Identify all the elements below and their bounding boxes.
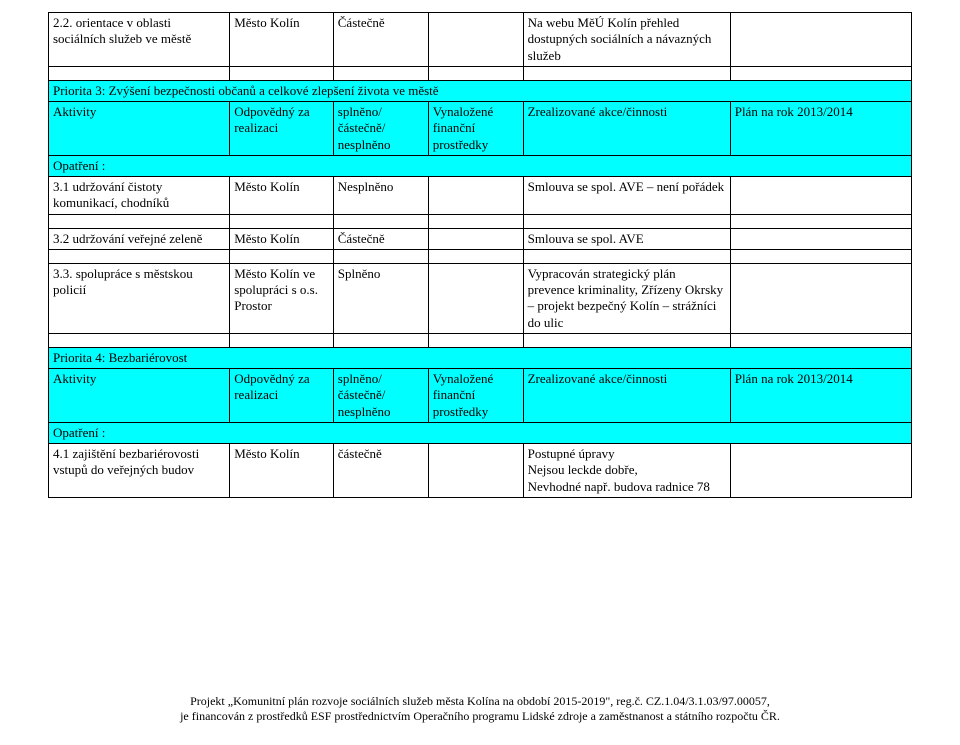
header-status: splněno/ částečně/ nesplněno (333, 369, 428, 423)
header-responsible: Odpovědný za realizaci (230, 102, 334, 156)
spacer-row (49, 66, 912, 80)
header-status: splněno/ částečně/ nesplněno (333, 102, 428, 156)
section-header-row: Aktivity Odpovědný za realizaci splněno/… (49, 369, 912, 423)
header-actions: Zrealizované akce/činnosti (523, 369, 730, 423)
opatreni-row: Opatření : (49, 422, 912, 443)
opatreni-row: Opatření : (49, 155, 912, 176)
priorita3-title: Priorita 3: Zvýšení bezpečnosti občanů a… (49, 80, 912, 101)
cell-activity: 3.1 udržování čistoty komunikací, chodní… (49, 177, 230, 215)
spacer-row (49, 333, 912, 347)
cell-status: Splněno (333, 263, 428, 333)
opatreni-label: Opatření : (49, 422, 912, 443)
cell-responsible: Město Kolín ve spolupráci s o.s. Prostor (230, 263, 334, 333)
priorita4-title: Priorita 4: Bezbariérovost (49, 347, 912, 368)
cell-status: částečně (333, 444, 428, 498)
spacer-row (49, 249, 912, 263)
cell-finance (428, 13, 523, 67)
cell-status: Částečně (333, 228, 428, 249)
cell-plan (730, 228, 911, 249)
table-row: 3.2 udržování veřejné zeleně Město Kolín… (49, 228, 912, 249)
header-plan: Plán na rok 2013/2014 (730, 102, 911, 156)
cell-activity: 3.3. spolupráce s městskou policií (49, 263, 230, 333)
table-row: 3.1 udržování čistoty komunikací, chodní… (49, 177, 912, 215)
header-plan: Plán na rok 2013/2014 (730, 369, 911, 423)
cell-actions: Vypracován strategický plán prevence kri… (523, 263, 730, 333)
header-finance: Vynaložené finanční prostředky (428, 369, 523, 423)
cell-plan (730, 444, 911, 498)
cell-finance (428, 177, 523, 215)
table-row: 4.1 zajištění bezbariérovosti vstupů do … (49, 444, 912, 498)
section-title-row: Priorita 3: Zvýšení bezpečnosti občanů a… (49, 80, 912, 101)
cell-responsible: Město Kolín (230, 177, 334, 215)
cell-plan (730, 177, 911, 215)
cell-finance (428, 444, 523, 498)
cell-plan (730, 13, 911, 67)
main-table: 2.2. orientace v oblasti sociálních služ… (48, 12, 912, 498)
cell-finance (428, 263, 523, 333)
cell-responsible: Město Kolín (230, 228, 334, 249)
cell-activity: 3.2 udržování veřejné zeleně (49, 228, 230, 249)
cell-finance (428, 228, 523, 249)
footer-line2: je financován z prostředků ESF prostředn… (0, 709, 960, 725)
cell-actions: Na webu MěÚ Kolín přehled dostupných soc… (523, 13, 730, 67)
cell-activity: 4.1 zajištění bezbariérovosti vstupů do … (49, 444, 230, 498)
header-actions: Zrealizované akce/činnosti (523, 102, 730, 156)
cell-actions: Smlouva se spol. AVE – není pořádek (523, 177, 730, 215)
table-row: 3.3. spolupráce s městskou policií Město… (49, 263, 912, 333)
page-content: 2.2. orientace v oblasti sociálních služ… (0, 0, 960, 498)
table-row: 2.2. orientace v oblasti sociálních služ… (49, 13, 912, 67)
cell-responsible: Město Kolín (230, 13, 334, 67)
header-responsible: Odpovědný za realizaci (230, 369, 334, 423)
header-activity: Aktivity (49, 369, 230, 423)
footer-line1: Projekt „Komunitní plán rozvoje sociální… (0, 694, 960, 710)
cell-responsible: Město Kolín (230, 444, 334, 498)
opatreni-label: Opatření : (49, 155, 912, 176)
cell-plan (730, 263, 911, 333)
cell-activity: 2.2. orientace v oblasti sociálních služ… (49, 13, 230, 67)
section-header-row: Aktivity Odpovědný za realizaci splněno/… (49, 102, 912, 156)
section-title-row: Priorita 4: Bezbariérovost (49, 347, 912, 368)
header-finance: Vynaložené finanční prostředky (428, 102, 523, 156)
cell-status: Nesplněno (333, 177, 428, 215)
header-activity: Aktivity (49, 102, 230, 156)
cell-actions: Smlouva se spol. AVE (523, 228, 730, 249)
footer: Projekt „Komunitní plán rozvoje sociální… (0, 694, 960, 725)
cell-actions: Postupné úpravy Nejsou leckde dobře, Nev… (523, 444, 730, 498)
spacer-row (49, 214, 912, 228)
cell-status: Částečně (333, 13, 428, 67)
